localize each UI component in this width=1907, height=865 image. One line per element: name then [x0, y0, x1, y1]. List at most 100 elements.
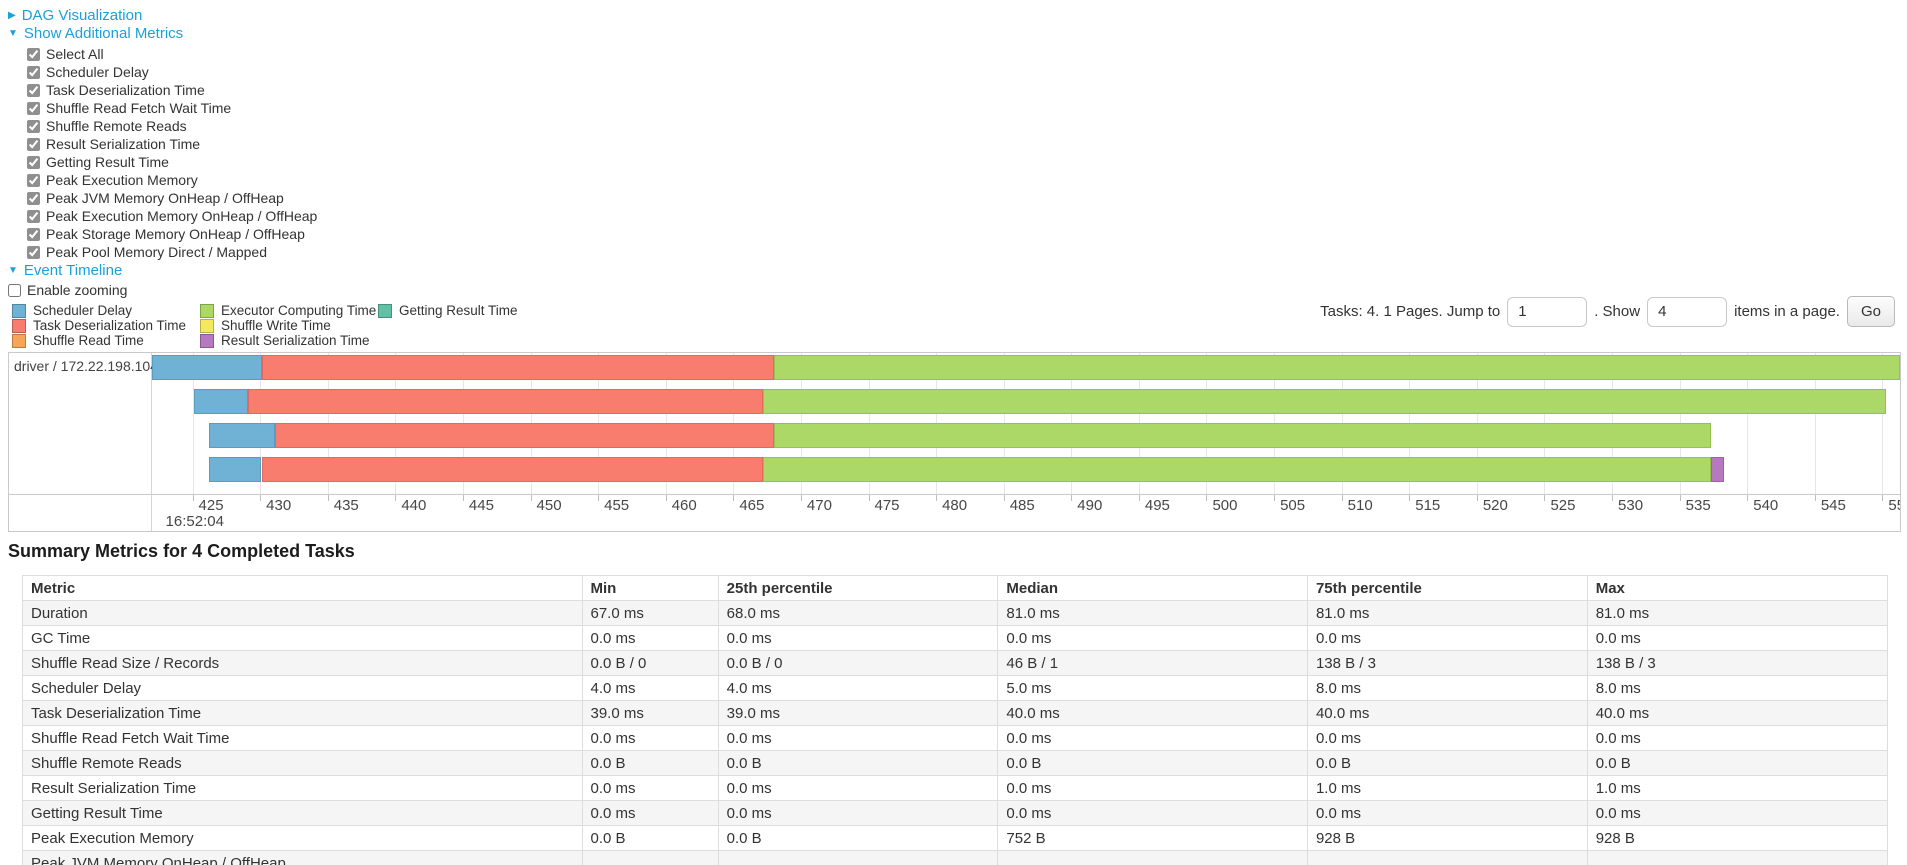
legend-column: Getting Result Time: [378, 303, 518, 318]
summary-metrics-title: Summary Metrics for 4 Completed Tasks: [8, 541, 355, 562]
metric-value-cell: 752 B: [997, 825, 1308, 851]
timeline-axis-content: 425 16:52:04 430 435 440 445 450 455 460 465 470 47…: [152, 495, 1900, 531]
table-row: Shuffle Read Size / Records 0.0 B / 0 0.0 …: [22, 650, 1889, 676]
axis-tick: [1882, 495, 1884, 501]
table-header-cell: Median: [997, 575, 1308, 601]
task-bar-segment-task_deserialization[interactable]: [275, 423, 774, 448]
axis-tick-label: 505: [1280, 497, 1306, 514]
table-row: Shuffle Read Fetch Wait Time 0.0 ms 0.0 ms…: [22, 725, 1889, 751]
metric-value-cell: 0.0 ms: [1306, 800, 1588, 826]
jump-to-page-input[interactable]: [1507, 296, 1588, 327]
checkbox[interactable]: [27, 173, 40, 187]
task-bar-segment-executor_computing[interactable]: [763, 457, 1711, 482]
checkbox[interactable]: [27, 137, 40, 151]
enable-zooming-checkbox[interactable]: [8, 283, 21, 297]
axis-tick: [1138, 495, 1140, 501]
metric-value-cell: 8.0 ms: [1586, 675, 1889, 701]
metric-value-cell: 40.0 ms: [1306, 700, 1588, 726]
metric-checkbox-item[interactable]: Select All: [27, 45, 317, 63]
legend-column: Executor Computing Time Shuffle Write Tim…: [200, 303, 378, 348]
enable-zooming-control[interactable]: Enable zooming: [8, 281, 127, 299]
legend-item: Shuffle Write Time: [200, 318, 378, 333]
metric-checkbox-item[interactable]: Result Serialization Time: [27, 135, 317, 153]
checkbox[interactable]: [27, 227, 40, 241]
metric-checkbox-item[interactable]: Peak Execution Memory OnHeap / OffHeap: [27, 207, 317, 225]
task-bar-segment-executor_computing[interactable]: [773, 355, 1900, 380]
shuffle_write-swatch-icon: [200, 318, 214, 333]
metric-value-cell: 39.0 ms: [717, 700, 999, 726]
axis-gridline: [1814, 353, 1816, 494]
table-row: Task Deserialization Time 39.0 ms 39.0 ms 4…: [22, 700, 1889, 726]
axis-tick-label: 545: [1820, 497, 1846, 514]
metric-checkbox-item[interactable]: Peak Execution Memory: [27, 171, 317, 189]
metric-checkbox-item[interactable]: Peak JVM Memory OnHeap / OffHeap: [27, 189, 317, 207]
metric-name-cell: Peak Execution Memory: [22, 825, 583, 851]
metrics-checkbox-list: Select All Scheduler Delay Task Deserializ…: [27, 45, 317, 261]
metric-value-cell: [581, 850, 719, 865]
metric-checkbox-item[interactable]: Getting Result Time: [27, 153, 317, 171]
completed-tasks-link[interactable]: 4 Completed Tasks: [192, 541, 355, 561]
metric-value-cell: 4.0 ms: [581, 675, 719, 701]
axis-tick-label: 515: [1415, 497, 1441, 514]
checkbox[interactable]: [27, 155, 40, 169]
checkbox[interactable]: [27, 47, 40, 61]
table-row: Peak JVM Memory OnHeap / OffHeap: [22, 850, 1889, 865]
legend-item: Executor Computing Time: [200, 303, 378, 318]
metric-checkbox-item[interactable]: Peak Storage Memory OnHeap / OffHeap: [27, 225, 317, 243]
axis-tick-label: 450: [536, 497, 562, 514]
metric-checkbox-label: Peak Storage Memory OnHeap / OffHeap: [46, 226, 305, 242]
table-row: Shuffle Remote Reads 0.0 B 0.0 B 0.0 B 0.0 B…: [22, 750, 1889, 776]
task-bar-segment-scheduler_delay[interactable]: [208, 423, 275, 448]
metric-checkbox-item[interactable]: Shuffle Read Fetch Wait Time: [27, 99, 317, 117]
task-bar-segment-scheduler_delay[interactable]: [152, 355, 262, 380]
show-additional-metrics-toggle[interactable]: ▼ Show Additional Metrics: [8, 25, 183, 42]
axis-tick-label: 435: [333, 497, 359, 514]
task-bar-segment-result_serialization[interactable]: [1710, 457, 1725, 482]
checkbox[interactable]: [27, 101, 40, 115]
table-header-cell: Max: [1586, 575, 1889, 601]
checkbox[interactable]: [27, 119, 40, 133]
metric-checkbox-label: Peak Execution Memory OnHeap / OffHeap: [46, 208, 318, 224]
checkbox[interactable]: [27, 245, 40, 259]
checkbox[interactable]: [27, 65, 40, 79]
executor_computing-swatch-icon: [200, 303, 214, 318]
checkbox[interactable]: [27, 209, 40, 223]
task-bar-segment-scheduler_delay[interactable]: [193, 389, 248, 414]
axis-tick-label: 460: [671, 497, 697, 514]
metric-value-cell: 40.0 ms: [997, 700, 1308, 726]
axis-tick: [260, 495, 262, 501]
axis-tick: [1071, 495, 1073, 501]
axis-tick: [530, 495, 532, 501]
legend-column: Scheduler Delay Task Deserialization Time…: [12, 303, 200, 348]
pagination-show-text: . Show: [1594, 303, 1641, 320]
task-bar-segment-task_deserialization[interactable]: [247, 389, 764, 414]
timeline-axis: 425 16:52:04 430 435 440 445 450 455 460 465 470 47…: [9, 494, 1900, 531]
table-row: Result Serialization Time 0.0 ms 0.0 ms 0.0…: [22, 775, 1889, 801]
task-bar-segment-executor_computing[interactable]: [763, 389, 1887, 414]
items-per-page-input[interactable]: [1647, 296, 1728, 327]
axis-tick: [192, 495, 194, 501]
task-bar-segment-task_deserialization[interactable]: [261, 457, 764, 482]
metric-value-cell: 138 B / 3: [1586, 650, 1889, 676]
metric-name-cell: Getting Result Time: [22, 800, 583, 826]
task-bar-segment-task_deserialization[interactable]: [261, 355, 774, 380]
axis-tick-label: 525: [1550, 497, 1576, 514]
go-button[interactable]: Go: [1846, 296, 1895, 327]
metric-checkbox-item[interactable]: Scheduler Delay: [27, 63, 317, 81]
task-bar-segment-executor_computing[interactable]: [773, 423, 1711, 448]
checkbox[interactable]: [27, 83, 40, 97]
task-bar-segment-scheduler_delay[interactable]: [208, 457, 262, 482]
metric-checkbox-item[interactable]: Shuffle Remote Reads: [27, 117, 317, 135]
event-timeline-label: Event Timeline: [23, 262, 123, 279]
metric-name-cell: Scheduler Delay: [22, 675, 583, 701]
axis-tick: [665, 495, 667, 501]
metric-checkbox-item[interactable]: Peak Pool Memory Direct / Mapped: [27, 243, 317, 261]
metric-value-cell: 1.0 ms: [1586, 775, 1889, 801]
event-timeline-toggle[interactable]: ▼ Event Timeline: [8, 262, 122, 279]
metric-checkbox-item[interactable]: Task Deserialization Time: [27, 81, 317, 99]
metric-value-cell: 0.0 B: [581, 825, 719, 851]
dag-visualization-toggle[interactable]: ▶ DAG Visualization: [8, 7, 142, 24]
checkbox[interactable]: [27, 191, 40, 205]
metric-value-cell: 0.0 ms: [581, 725, 719, 751]
